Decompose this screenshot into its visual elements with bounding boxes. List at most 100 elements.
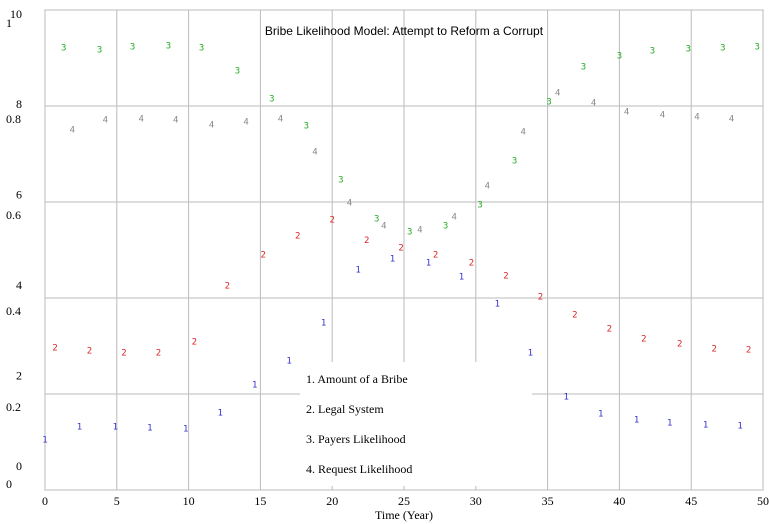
marker: 3 [338, 175, 343, 185]
y-tick-label: 0.4 [6, 304, 21, 318]
x-tick-label: 15 [254, 494, 266, 508]
marker: 3 [407, 227, 412, 237]
marker: 2 [225, 282, 230, 292]
marker: 2 [433, 250, 438, 260]
x-tick-label: 10 [183, 494, 195, 508]
marker: 4 [417, 225, 422, 235]
marker: 3 [130, 42, 135, 52]
marker: 1 [667, 418, 672, 428]
y-tick-label: 0.8 [6, 112, 21, 126]
marker: 1 [564, 392, 569, 402]
marker: 3 [269, 94, 274, 104]
legend-entry: 1. Amount of a Bribe [306, 372, 408, 386]
marker: 2 [398, 244, 403, 254]
x-tick-label: 40 [613, 494, 625, 508]
x-axis-label: Time (Year) [375, 508, 433, 522]
legend-entry: 2. Legal System [306, 402, 384, 416]
marker: 4 [209, 121, 214, 131]
marker: 3 [686, 44, 691, 54]
marker: 2 [503, 271, 508, 281]
y-tick-label: 0 [6, 477, 12, 491]
x-tick-label: 50 [757, 494, 769, 508]
marker: 2 [469, 258, 474, 268]
marker: 4 [660, 111, 665, 121]
marker: 2 [711, 344, 716, 354]
marker: 2 [641, 334, 646, 344]
y2-tick-label: 10 [10, 7, 22, 21]
marker: 4 [485, 182, 490, 192]
marker: 2 [607, 325, 612, 335]
marker: 2 [87, 346, 92, 356]
marker: 4 [312, 148, 317, 158]
marker: 4 [173, 115, 178, 125]
marker: 2 [746, 345, 751, 355]
x-tick-label: 45 [685, 494, 697, 508]
x-tick-label: 5 [114, 494, 120, 508]
y2-tick-label: 2 [16, 368, 22, 382]
marker: 4 [694, 113, 699, 123]
x-tick-label: 20 [326, 494, 338, 508]
marker: 1 [528, 349, 533, 359]
y2-tick-label: 6 [16, 188, 22, 202]
marker: 3 [61, 43, 66, 53]
x-tick-label: 0 [42, 494, 48, 508]
marker: 2 [329, 215, 334, 225]
y-tick-label: 0.6 [6, 208, 21, 222]
marker: 1 [634, 415, 639, 425]
marker: 2 [261, 250, 266, 260]
x-tick-label: 25 [398, 494, 410, 508]
marker: 4 [139, 114, 144, 124]
y-tick-label: 0.2 [6, 400, 21, 414]
marker: 4 [624, 107, 629, 117]
marker: 2 [677, 340, 682, 350]
y2-tick-label: 4 [16, 278, 22, 292]
marker: 2 [156, 349, 161, 359]
marker: 3 [650, 46, 655, 56]
marker: 1 [703, 421, 708, 431]
marker: 4 [243, 117, 248, 127]
marker: 3 [581, 63, 586, 73]
marker: 1 [217, 409, 222, 419]
marker: 2 [52, 343, 57, 353]
marker: 1 [495, 299, 500, 309]
x-tick-label: 35 [542, 494, 554, 508]
marker: 2 [572, 310, 577, 320]
marker: 1 [42, 436, 47, 446]
marker: 3 [166, 42, 171, 52]
marker: 3 [443, 222, 448, 232]
marker: 4 [103, 115, 108, 125]
marker: 4 [555, 89, 560, 99]
marker: 1 [252, 380, 257, 390]
marker: 4 [520, 127, 525, 137]
marker: 4 [591, 99, 596, 109]
marker: 1 [286, 356, 291, 366]
marker: 1 [147, 424, 152, 434]
y-tick-label: 1 [6, 16, 12, 30]
marker: 1 [459, 272, 464, 282]
y2-tick-label: 8 [16, 97, 22, 111]
marker: 1 [77, 423, 82, 433]
marker: 1 [737, 422, 742, 432]
marker: 3 [477, 200, 482, 210]
marker: 3 [374, 214, 379, 224]
marker: 3 [720, 43, 725, 53]
marker: 3 [199, 43, 204, 53]
marker: 2 [538, 293, 543, 303]
marker: 2 [364, 236, 369, 246]
marker: 3 [512, 157, 517, 167]
marker: 3 [235, 66, 240, 76]
marker: 4 [347, 198, 352, 208]
marker: 2 [295, 232, 300, 242]
marker: 3 [546, 98, 551, 108]
marker: 3 [617, 52, 622, 62]
marker: 3 [304, 122, 309, 132]
x-tick-label: 30 [470, 494, 482, 508]
marker: 2 [192, 338, 197, 348]
marker: 4 [70, 126, 75, 136]
marker: 1 [426, 258, 431, 268]
marker: 4 [452, 212, 457, 222]
legend-box [300, 362, 532, 486]
marker: 3 [97, 45, 102, 55]
marker: 2 [121, 349, 126, 359]
